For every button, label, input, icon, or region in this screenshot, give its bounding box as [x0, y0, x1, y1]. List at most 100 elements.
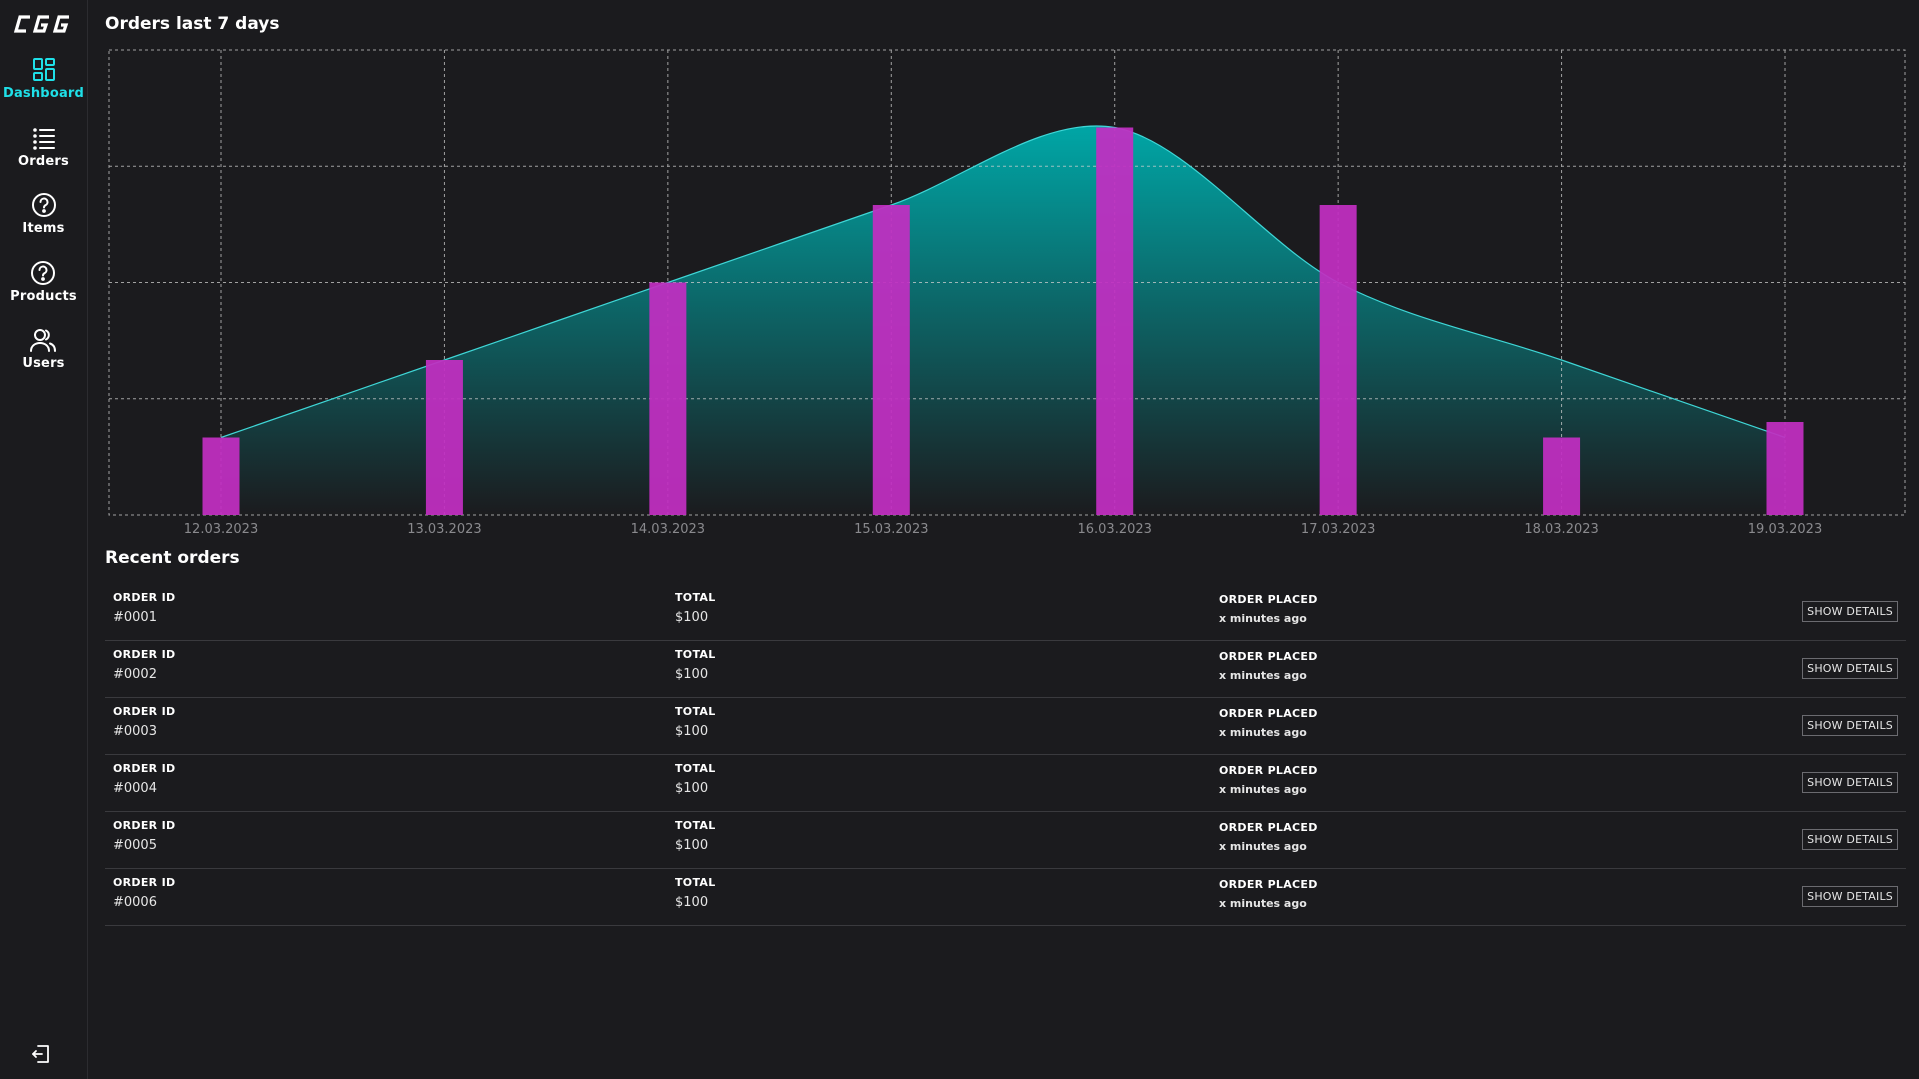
sidebar-item-items[interactable]: Items	[22, 191, 64, 259]
x-tick-label: 15.03.2023	[854, 522, 928, 537]
x-tick-label: 17.03.2023	[1301, 522, 1375, 537]
total-cell: TOTAL $100	[675, 591, 716, 625]
recent-orders-title: Recent orders	[105, 548, 240, 568]
order-placed-cell: ORDER PLACED x minutes ago	[1219, 593, 1318, 625]
order-placed-value: x minutes ago	[1219, 840, 1307, 853]
order-id-value: #0006	[113, 895, 157, 910]
order-id-cell: ORDER ID #0003	[113, 705, 175, 739]
area-fill	[221, 125, 1785, 515]
order-id-value: #0005	[113, 838, 157, 853]
total-value: $100	[675, 838, 709, 853]
sidebar-item-dashboard[interactable]: Dashboard	[3, 56, 84, 124]
show-details-button[interactable]: SHOW DETAILS	[1802, 715, 1898, 736]
sidebar-item-label: Users	[22, 356, 65, 371]
order-id-label: ORDER ID	[113, 705, 176, 718]
bar-13.03.2023	[425, 360, 463, 515]
order-id-cell: ORDER ID #0006	[113, 876, 175, 910]
sidebar-item-orders[interactable]: Orders	[18, 124, 69, 192]
total-cell: TOTAL $100	[675, 705, 716, 739]
orders-chart: 12.03.2023 13.03.2023 14.03.2023 15.03.2023…	[108, 49, 1906, 537]
total-value: $100	[675, 667, 709, 682]
bar-17.03.2023	[1319, 205, 1357, 515]
total-cell: TOTAL $100	[675, 762, 716, 796]
sidebar-item-label: Orders	[18, 153, 69, 169]
logo-mark	[13, 15, 69, 33]
order-id-cell: ORDER ID #0005	[113, 819, 175, 853]
sidebar-item-users[interactable]: Users	[22, 326, 64, 394]
total-label: TOTAL	[675, 648, 716, 661]
total-label: TOTAL	[675, 762, 716, 775]
total-value: $100	[675, 781, 709, 796]
order-placed-label: ORDER PLACED	[1219, 821, 1318, 834]
sidebar-nav: Dashboard Orders	[3, 56, 84, 394]
total-cell: TOTAL $100	[675, 648, 716, 682]
order-id-cell: ORDER ID #0002	[113, 648, 175, 682]
show-details-button[interactable]: SHOW DETAILS	[1802, 658, 1898, 679]
order-id-value: #0001	[113, 610, 157, 625]
total-value: $100	[675, 895, 709, 910]
main-content: Orders last 7 days 12.03.2023 13.03.2023 1…	[88, 0, 1919, 1079]
order-placed-label: ORDER PLACED	[1219, 650, 1318, 663]
order-id-label: ORDER ID	[113, 648, 176, 661]
users-icon	[30, 329, 57, 352]
order-id-label: ORDER ID	[113, 591, 176, 604]
logout-button[interactable]	[30, 1043, 52, 1069]
total-value: $100	[675, 724, 709, 739]
order-id-cell: ORDER ID #0004	[113, 762, 175, 796]
order-id-label: ORDER ID	[113, 762, 176, 775]
chart-grid	[108, 49, 1906, 516]
bar-18.03.2023	[1543, 437, 1581, 515]
order-row: ORDER ID #0002 TOTAL $100 ORDER PLACED x minu…	[105, 641, 1906, 698]
bar-16.03.2023	[1096, 127, 1134, 515]
total-cell: TOTAL $100	[675, 819, 716, 853]
chart-title: Orders last 7 days	[105, 14, 280, 34]
order-placed-cell: ORDER PLACED x minutes ago	[1219, 764, 1318, 796]
order-id-label: ORDER ID	[113, 819, 176, 832]
order-placed-label: ORDER PLACED	[1219, 764, 1318, 777]
order-id-value: #0002	[113, 667, 157, 682]
total-cell: TOTAL $100	[675, 876, 716, 910]
x-tick-label: 19.03.2023	[1748, 522, 1822, 537]
x-tick-label: 16.03.2023	[1077, 522, 1151, 537]
sidebar-item-products[interactable]: Products	[10, 259, 77, 327]
show-details-button[interactable]: SHOW DETAILS	[1802, 772, 1898, 793]
bar-19.03.2023	[1766, 422, 1804, 515]
x-tick-label: 12.03.2023	[184, 522, 258, 537]
order-id-value: #0004	[113, 781, 157, 796]
sidebar-item-label: Dashboard	[2, 86, 85, 101]
total-label: TOTAL	[675, 819, 716, 832]
x-tick-label: 14.03.2023	[631, 522, 705, 537]
sidebar: Dashboard Orders	[0, 0, 88, 1079]
show-details-button[interactable]: SHOW DETAILS	[1802, 829, 1898, 850]
order-placed-label: ORDER PLACED	[1219, 707, 1318, 720]
order-row: ORDER ID #0004 TOTAL $100 ORDER PLACED x minu…	[105, 755, 1906, 812]
order-row: ORDER ID #0003 TOTAL $100 ORDER PLACED x minu…	[105, 698, 1906, 755]
bar-15.03.2023	[872, 205, 910, 515]
show-details-button[interactable]: SHOW DETAILS	[1802, 886, 1898, 907]
bar-12.03.2023	[202, 437, 240, 515]
sidebar-item-label: Items	[22, 221, 65, 236]
list-icon	[32, 127, 55, 150]
order-placed-value: x minutes ago	[1219, 726, 1307, 739]
logout-icon	[32, 1045, 49, 1063]
question-icon	[31, 260, 56, 285]
order-placed-cell: ORDER PLACED x minutes ago	[1219, 878, 1318, 910]
area-line	[220, 125, 1786, 439]
sidebar-item-label: Products	[10, 288, 77, 304]
dashboard-icon	[32, 58, 55, 81]
order-placed-cell: ORDER PLACED x minutes ago	[1219, 707, 1318, 739]
order-placed-value: x minutes ago	[1219, 612, 1307, 625]
logo[interactable]	[13, 14, 75, 34]
total-value: $100	[675, 610, 709, 625]
question-icon	[31, 193, 56, 217]
show-details-button[interactable]: SHOW DETAILS	[1802, 601, 1898, 622]
x-tick-label: 13.03.2023	[407, 522, 481, 537]
order-placed-value: x minutes ago	[1219, 669, 1307, 682]
order-id-value: #0003	[113, 724, 157, 739]
order-placed-value: x minutes ago	[1219, 783, 1307, 796]
order-placed-label: ORDER PLACED	[1219, 878, 1318, 891]
total-label: TOTAL	[675, 591, 716, 604]
order-placed-label: ORDER PLACED	[1219, 593, 1318, 606]
orders-list: ORDER ID #0001 TOTAL $100 ORDER PLACED x minu…	[105, 584, 1906, 926]
order-row: ORDER ID #0001 TOTAL $100 ORDER PLACED x minu…	[105, 584, 1906, 641]
